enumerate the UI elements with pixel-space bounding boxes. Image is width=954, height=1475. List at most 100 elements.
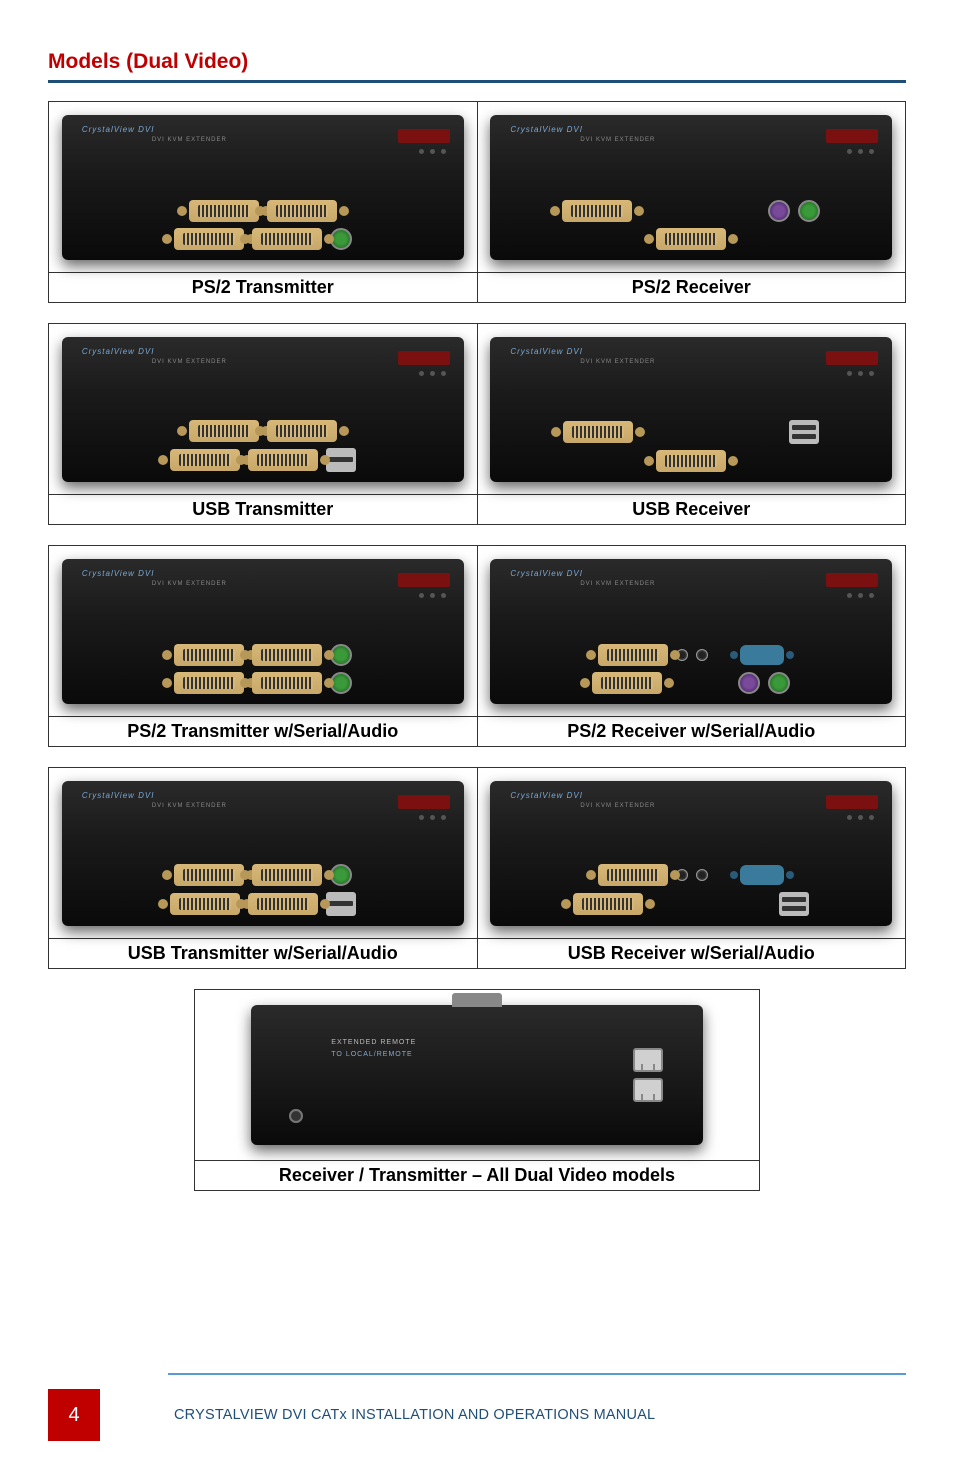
ethernet-port bbox=[633, 1078, 663, 1102]
mounting-tab bbox=[452, 993, 502, 1007]
caption: PS/2 Receiver w/Serial/Audio bbox=[478, 716, 906, 746]
brand-label: CrystalView DVI bbox=[82, 125, 155, 134]
dvi-port bbox=[248, 893, 318, 915]
dvi-port bbox=[170, 893, 240, 915]
caption: USB Transmitter bbox=[49, 494, 477, 524]
ps2-kb-jack bbox=[768, 200, 790, 222]
dvi-port bbox=[562, 200, 632, 222]
device-ps2sa-receiver: CrystalView DVI DVI KVM EXTENDER bbox=[490, 559, 892, 704]
serial-port bbox=[740, 645, 784, 665]
device-usb-transmitter: CrystalView DVI DVI KVM EXTENDER bbox=[62, 337, 464, 482]
logo-strip bbox=[398, 351, 450, 365]
dvi-port bbox=[252, 864, 322, 886]
subtitle-label: DVI KVM EXTENDER bbox=[580, 137, 655, 143]
indicator-dots bbox=[419, 593, 446, 598]
power-jack bbox=[289, 1109, 303, 1123]
cell-ps2sa-rx: CrystalView DVI DVI KVM EXTENDER PS/2 Re… bbox=[478, 545, 907, 747]
port-zone bbox=[490, 864, 892, 916]
brand-label: CrystalView DVI bbox=[82, 569, 155, 578]
device-image: CrystalView DVI DVI KVM EXTENDER bbox=[478, 102, 906, 272]
indicator-dots bbox=[419, 149, 446, 154]
cell-usbsa-tx: CrystalView DVI DVI KVM EXTENDER USB Tra… bbox=[48, 767, 478, 969]
logo-strip bbox=[826, 795, 878, 809]
dvi-port bbox=[252, 672, 322, 694]
audio-jack bbox=[696, 649, 708, 661]
caption: USB Receiver w/Serial/Audio bbox=[478, 938, 906, 968]
brand-label: CrystalView DVI bbox=[510, 125, 583, 134]
dvi-port bbox=[267, 200, 337, 222]
subtitle-label: DVI KVM EXTENDER bbox=[580, 581, 655, 587]
footer-text: CRYSTALVIEW DVI CATx INSTALLATION AND OP… bbox=[174, 1407, 655, 1423]
device-image: CrystalView DVI DVI KVM EXTENDER bbox=[49, 324, 477, 494]
caption: USB Receiver bbox=[478, 494, 906, 524]
brand-label: CrystalView DVI bbox=[82, 347, 155, 356]
logo-strip bbox=[398, 795, 450, 809]
dvi-port bbox=[174, 672, 244, 694]
indicator-dots bbox=[847, 815, 874, 820]
subtitle-label: DVI KVM EXTENDER bbox=[580, 359, 655, 365]
brand-label: CrystalView DVI bbox=[82, 791, 155, 800]
device-image: CrystalView DVI DVI KVM EXTENDER bbox=[478, 768, 906, 938]
dvi-port bbox=[174, 864, 244, 886]
dvi-port bbox=[598, 644, 668, 666]
dvi-port bbox=[656, 228, 726, 250]
logo-strip bbox=[826, 573, 878, 587]
indicator-dots bbox=[419, 371, 446, 376]
subtitle-label: DVI KVM EXTENDER bbox=[152, 581, 227, 587]
device-usbsa-receiver: CrystalView DVI DVI KVM EXTENDER bbox=[490, 781, 892, 926]
caption: PS/2 Receiver bbox=[478, 272, 906, 302]
ps2-kb-jack bbox=[738, 672, 760, 694]
cell-ps2-rx: CrystalView DVI DVI KVM EXTENDER PS/2 Re… bbox=[478, 101, 907, 303]
usb-port bbox=[326, 892, 356, 916]
device-ps2-receiver: CrystalView DVI DVI KVM EXTENDER bbox=[490, 115, 892, 260]
dvi-port bbox=[598, 864, 668, 886]
model-row-all: EXTENDED REMOTE TO LOCAL/REMOTE Receiver… bbox=[48, 989, 906, 1191]
logo-strip bbox=[826, 351, 878, 365]
cell-usb-tx: CrystalView DVI DVI KVM EXTENDER USB Tra… bbox=[48, 323, 478, 525]
section-title: Models (Dual Video) bbox=[48, 50, 906, 74]
footer-rule bbox=[168, 1373, 906, 1375]
port-zone bbox=[62, 644, 464, 694]
indicator-dots bbox=[847, 593, 874, 598]
port-zone bbox=[62, 200, 464, 250]
port-zone bbox=[490, 644, 892, 694]
dvi-port bbox=[248, 449, 318, 471]
brand-label: CrystalView DVI bbox=[510, 347, 583, 356]
port-zone bbox=[490, 200, 892, 250]
logo-strip bbox=[398, 573, 450, 587]
device-side-view: EXTENDED REMOTE TO LOCAL/REMOTE bbox=[251, 1005, 702, 1145]
cell-usb-rx: CrystalView DVI DVI KVM EXTENDER USB Rec… bbox=[478, 323, 907, 525]
dvi-port bbox=[170, 449, 240, 471]
brand-label: CrystalView DVI bbox=[510, 569, 583, 578]
cell-usbsa-rx: CrystalView DVI DVI KVM EXTENDER USB Rec… bbox=[478, 767, 907, 969]
device-ps2-transmitter: CrystalView DVI DVI KVM EXTENDER bbox=[62, 115, 464, 260]
indicator-dots bbox=[847, 149, 874, 154]
logo-strip bbox=[826, 129, 878, 143]
device-image: EXTENDED REMOTE TO LOCAL/REMOTE bbox=[195, 990, 759, 1160]
usb-port bbox=[789, 420, 819, 444]
subtitle-label: DVI KVM EXTENDER bbox=[152, 359, 227, 365]
side-label: EXTENDED REMOTE bbox=[331, 1039, 416, 1046]
device-image: CrystalView DVI DVI KVM EXTENDER bbox=[49, 768, 477, 938]
caption: PS/2 Transmitter w/Serial/Audio bbox=[49, 716, 477, 746]
dvi-port bbox=[189, 420, 259, 442]
indicator-dots bbox=[419, 815, 446, 820]
device-usbsa-transmitter: CrystalView DVI DVI KVM EXTENDER bbox=[62, 781, 464, 926]
dvi-port bbox=[563, 421, 633, 443]
dvi-port bbox=[592, 672, 662, 694]
usb-port bbox=[779, 892, 809, 916]
dvi-port bbox=[189, 200, 259, 222]
subtitle-label: DVI KVM EXTENDER bbox=[152, 803, 227, 809]
dvi-port bbox=[252, 228, 322, 250]
page-number-badge: 4 bbox=[48, 1389, 100, 1441]
caption: Receiver / Transmitter – All Dual Video … bbox=[195, 1160, 759, 1190]
device-image: CrystalView DVI DVI KVM EXTENDER bbox=[49, 546, 477, 716]
side-label-2: TO LOCAL/REMOTE bbox=[331, 1051, 412, 1058]
ethernet-stack bbox=[633, 1048, 663, 1102]
brand-label: CrystalView DVI bbox=[510, 791, 583, 800]
port-zone bbox=[62, 420, 464, 472]
caption: USB Transmitter w/Serial/Audio bbox=[49, 938, 477, 968]
dvi-port bbox=[573, 893, 643, 915]
port-zone bbox=[490, 420, 892, 472]
cell-all-dual: EXTENDED REMOTE TO LOCAL/REMOTE Receiver… bbox=[194, 989, 760, 1191]
